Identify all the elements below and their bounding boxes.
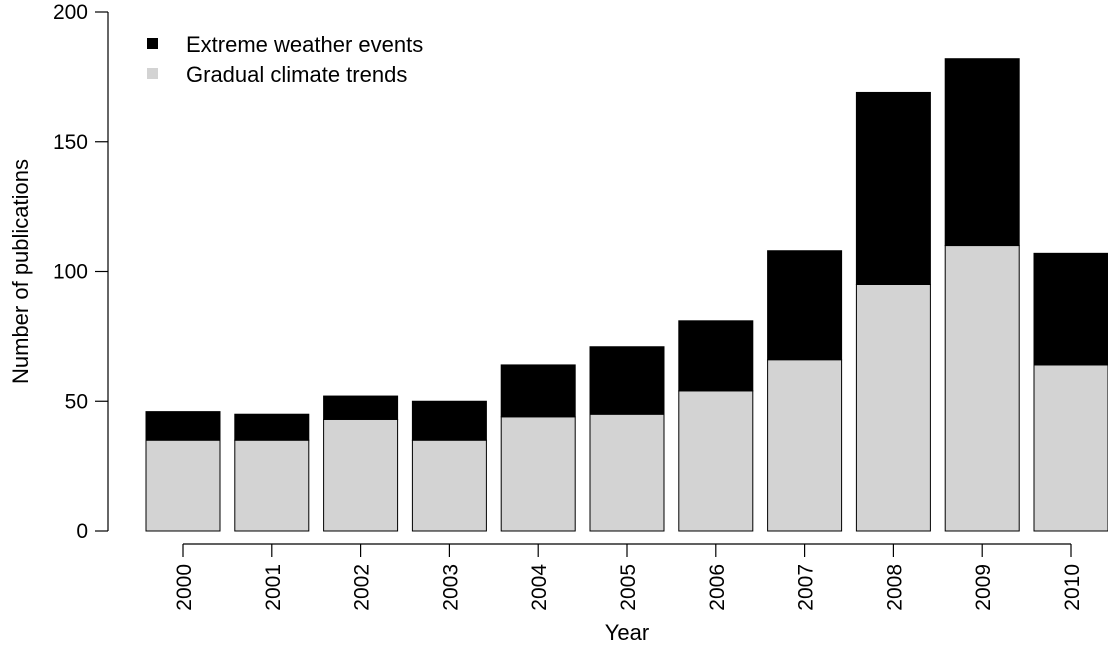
legend-swatch <box>147 68 158 79</box>
bar-extreme-2009 <box>944 58 1020 247</box>
bar-extreme-2010 <box>1033 252 1108 366</box>
legend: Extreme weather events Gradual climate tr… <box>147 32 423 87</box>
x-axis-title: Year <box>605 620 649 645</box>
x-tick-label: 2003 <box>439 564 462 611</box>
x-tick-label: 2009 <box>972 564 995 611</box>
bar-extreme-2002 <box>323 395 399 420</box>
legend-swatch <box>147 38 158 49</box>
bar-gradual-2007 <box>767 359 843 532</box>
bar-gradual-2010 <box>1033 364 1108 532</box>
bar-extreme-2008 <box>855 91 931 285</box>
bar-gradual-2000 <box>145 439 221 532</box>
y-tick-label: 50 <box>65 390 88 413</box>
bar-extreme-2005 <box>589 346 665 415</box>
bar-extreme-2000 <box>145 411 221 441</box>
bar-extreme-2004 <box>500 364 576 418</box>
bar-gradual-2001 <box>234 439 310 532</box>
x-axis: 2000 2001 2002 2003 2004 2005 2006 2007 2008 2009… <box>173 543 1084 611</box>
bar-extreme-2001 <box>234 413 310 441</box>
bar-gradual-2009 <box>944 245 1020 532</box>
y-axis-title: Number of publications <box>8 159 33 384</box>
bar-gradual-2004 <box>500 416 576 532</box>
y-tick-label: 200 <box>53 1 88 24</box>
x-tick-label: 2010 <box>1061 564 1084 611</box>
x-tick-label: 2007 <box>795 564 818 611</box>
y-axis: 0 50 100 150 200 <box>53 1 109 543</box>
bars <box>145 58 1108 532</box>
bar-gradual-2005 <box>589 413 665 532</box>
x-tick-label: 2000 <box>173 564 196 611</box>
x-tick-label: 2006 <box>706 564 729 611</box>
y-tick-label: 0 <box>76 520 88 543</box>
bar-gradual-2008 <box>855 283 931 532</box>
bar-gradual-2006 <box>678 390 754 532</box>
x-tick-label: 2002 <box>351 564 374 611</box>
x-tick-label: 2001 <box>262 564 285 611</box>
bar-gradual-2003 <box>411 439 487 532</box>
bar-gradual-2002 <box>323 418 399 532</box>
bar-extreme-2007 <box>767 250 843 361</box>
bar-extreme-2003 <box>411 400 487 441</box>
x-tick-label: 2005 <box>617 564 640 611</box>
y-tick-label: 100 <box>53 261 88 284</box>
bar-extreme-2006 <box>678 320 754 392</box>
legend-label: Extreme weather events <box>186 32 423 57</box>
y-tick-label: 150 <box>53 131 88 154</box>
x-tick-label: 2008 <box>883 564 906 611</box>
legend-label: Gradual climate trends <box>186 62 407 87</box>
x-tick-label: 2004 <box>528 564 551 611</box>
